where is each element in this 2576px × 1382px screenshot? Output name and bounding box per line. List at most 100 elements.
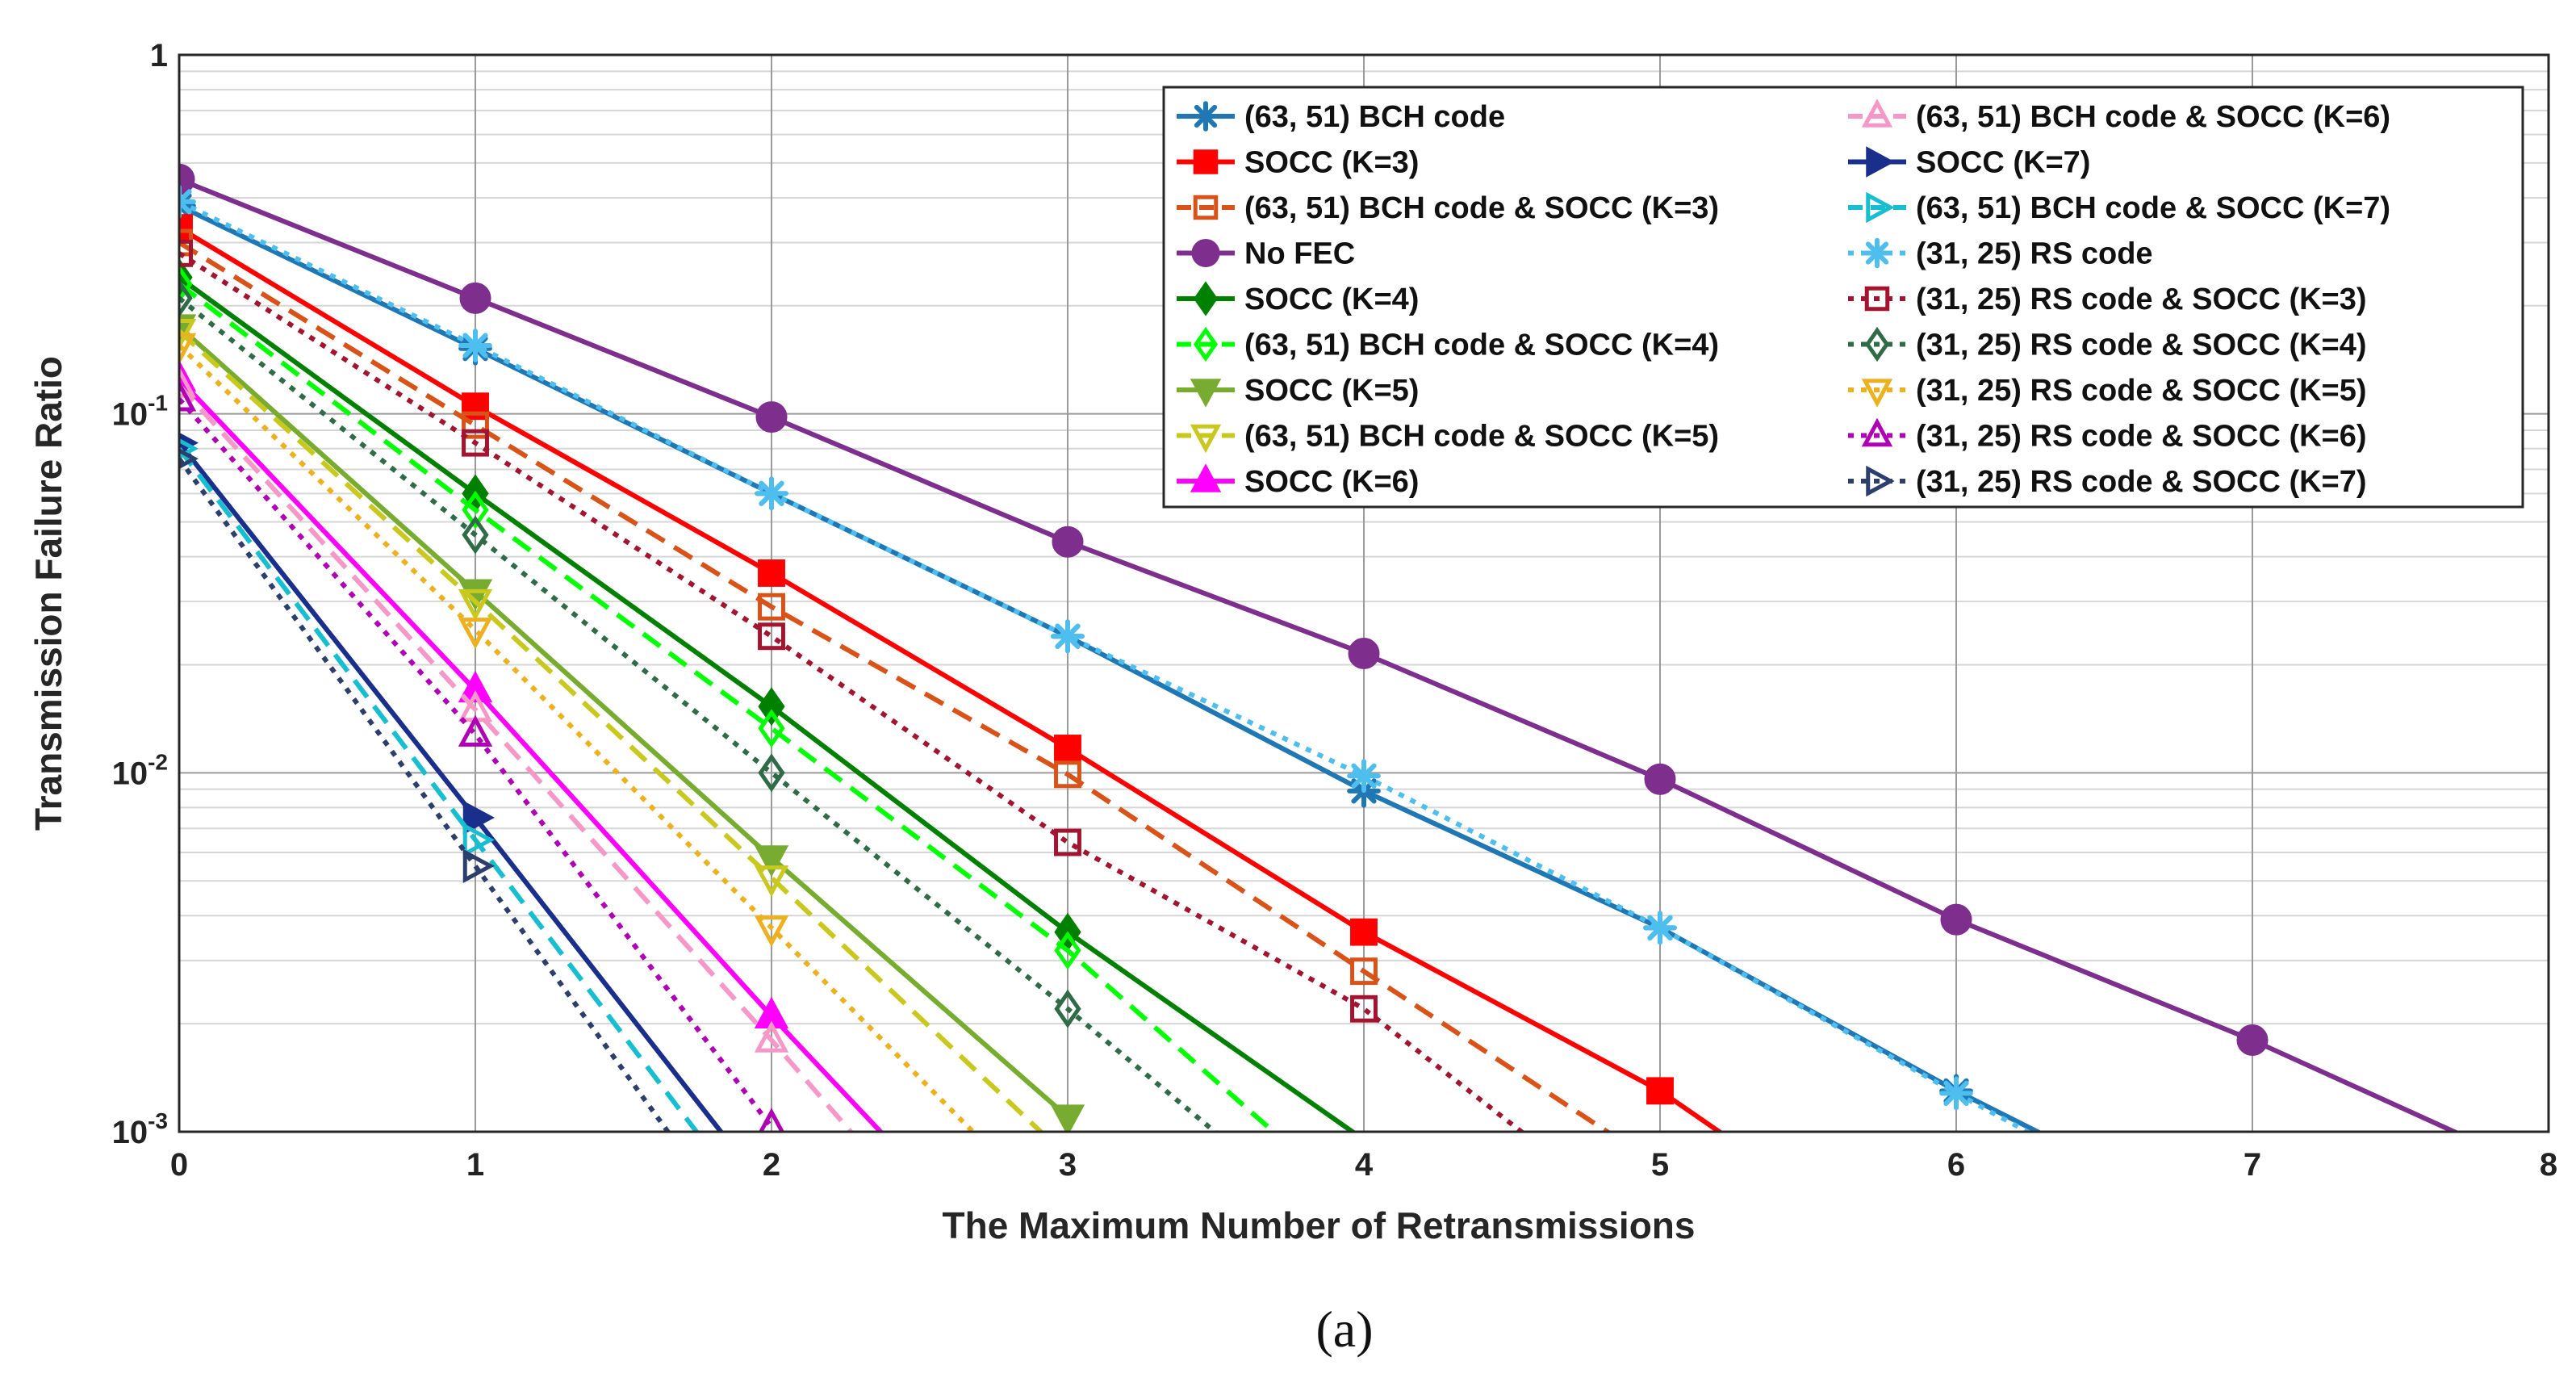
data-point	[1054, 931, 1081, 970]
series-12	[179, 184, 2033, 1132]
data-point	[1861, 417, 1893, 447]
data-point	[1193, 195, 1219, 220]
legend-entry: (63, 51) BCH code & SOCC (K=5)	[1177, 420, 1719, 454]
x-tick-label: 4	[1355, 1147, 1374, 1183]
legend-entry: (63, 51) BCH code & SOCC (K=7)	[1848, 191, 2390, 225]
data-point	[758, 593, 785, 621]
legend-entry: (63, 51) BCH code	[1177, 100, 1505, 134]
legend-entry: (63, 51) BCH code & SOCC (K=4)	[1177, 326, 1719, 362]
x-tick-label: 2	[763, 1147, 780, 1183]
data-point	[1866, 191, 1895, 224]
data-point	[1864, 326, 1890, 362]
legend-entry: (31, 25) RS code & SOCC (K=5)	[1848, 374, 2367, 408]
legend: (63, 51) BCH code SOCC (K=3) (63, 51) BCH …	[1162, 86, 2524, 509]
data-point	[1643, 911, 1677, 945]
legend-box	[1162, 86, 2524, 509]
data-point	[1190, 463, 1222, 492]
data-point	[458, 670, 493, 703]
series-5	[179, 264, 1278, 1132]
series-line	[179, 199, 2033, 1132]
data-point	[179, 333, 197, 365]
legend-label: SOCC (K=3)	[1244, 146, 1419, 180]
y-tick-label: 10-3	[112, 1108, 168, 1150]
legend-entry: (31, 25) RS code	[1848, 237, 2153, 271]
legend-entry: (31, 25) RS code & SOCC (K=3)	[1848, 283, 2367, 316]
x-tick-label: 7	[2244, 1147, 2261, 1183]
x-tick-label: 5	[1651, 1147, 1669, 1183]
data-point	[1193, 149, 1219, 174]
series-line	[179, 282, 1278, 1132]
legend-label: (63, 51) BCH code & SOCC (K=5)	[1244, 420, 1719, 454]
data-point	[1190, 101, 1221, 132]
data-point	[179, 438, 199, 459]
x-tick-label: 3	[1059, 1147, 1077, 1183]
legend-label: (31, 25) RS code & SOCC (K=5)	[1916, 374, 2367, 408]
data-point	[179, 448, 199, 470]
data-point	[754, 915, 789, 948]
data-point	[758, 753, 785, 793]
series-line	[179, 397, 774, 1129]
data-point	[179, 184, 196, 219]
data-point	[758, 622, 785, 651]
y-axis-label: Transmission Failure Ratio	[27, 356, 69, 831]
data-point	[1646, 1077, 1674, 1105]
legend-label: SOCC (K=6)	[1244, 465, 1419, 499]
x-tick-label: 8	[2540, 1147, 2557, 1183]
series-line	[179, 343, 976, 1132]
tick-labels: 0 1 2 3 4 5 6 7 8 10-3 10-2 10-1 1	[112, 38, 2558, 1183]
series-layer	[178, 53, 2550, 1133]
legend-entry: SOCC (K=7)	[1848, 146, 2090, 180]
x-tick-label: 6	[1947, 1147, 1965, 1183]
data-point	[179, 189, 196, 223]
data-point	[1193, 281, 1219, 316]
data-point	[758, 709, 785, 748]
data-point	[1190, 424, 1222, 454]
series-1	[179, 214, 1724, 1132]
series-line	[179, 446, 700, 1132]
y-tick-label: 1	[150, 38, 168, 73]
legend-label: (31, 25) RS code & SOCC (K=7)	[1916, 465, 2367, 499]
data-point	[1350, 918, 1378, 946]
data-point	[1861, 98, 1893, 128]
data-point	[1191, 239, 1220, 267]
data-point	[1866, 465, 1895, 497]
legend-label: (63, 51) BCH code & SOCC (K=3)	[1244, 191, 1719, 225]
data-point	[458, 714, 493, 747]
data-point	[462, 411, 489, 439]
data-point	[179, 163, 195, 195]
legend-label: (31, 25) RS code & SOCC (K=3)	[1916, 283, 2367, 316]
legend-entry: (31, 25) RS code & SOCC (K=6)	[1848, 417, 2367, 454]
legend-entry: (63, 51) BCH code & SOCC (K=3)	[1177, 191, 1719, 225]
data-point	[1052, 526, 1084, 558]
data-point	[1054, 760, 1081, 789]
series-line	[179, 296, 1219, 1132]
data-point	[462, 429, 489, 457]
legend-label: (31, 25) RS code	[1916, 237, 2153, 271]
plot-frame	[178, 53, 2550, 1133]
data-point	[462, 848, 495, 883]
data-point	[758, 687, 785, 727]
legend-entry: No FEC	[1177, 237, 1355, 271]
data-point	[1051, 619, 1085, 654]
data-point	[179, 278, 193, 318]
series-14	[179, 278, 1219, 1132]
series-line	[179, 203, 2043, 1132]
data-point	[1054, 735, 1081, 762]
data-point	[179, 359, 197, 392]
data-point	[1193, 326, 1219, 362]
data-point	[1861, 379, 1893, 408]
x-axis-label: The Maximum Number of Retransmissions	[943, 1204, 1696, 1246]
data-point	[458, 588, 493, 622]
series-16	[179, 379, 785, 1132]
data-point	[179, 264, 193, 304]
x-tick-label: 0	[170, 1147, 188, 1183]
data-point	[1644, 763, 1676, 795]
legend-label: (31, 25) RS code & SOCC (K=4)	[1916, 329, 2367, 362]
legend-label: (31, 25) RS code & SOCC (K=6)	[1916, 420, 2367, 454]
legend-entry: SOCC (K=6)	[1177, 463, 1419, 499]
data-point	[458, 618, 493, 650]
data-point	[758, 1108, 785, 1132]
legend-label: (63, 51) BCH code & SOCC (K=4)	[1244, 329, 1719, 362]
series-line	[179, 329, 1045, 1132]
